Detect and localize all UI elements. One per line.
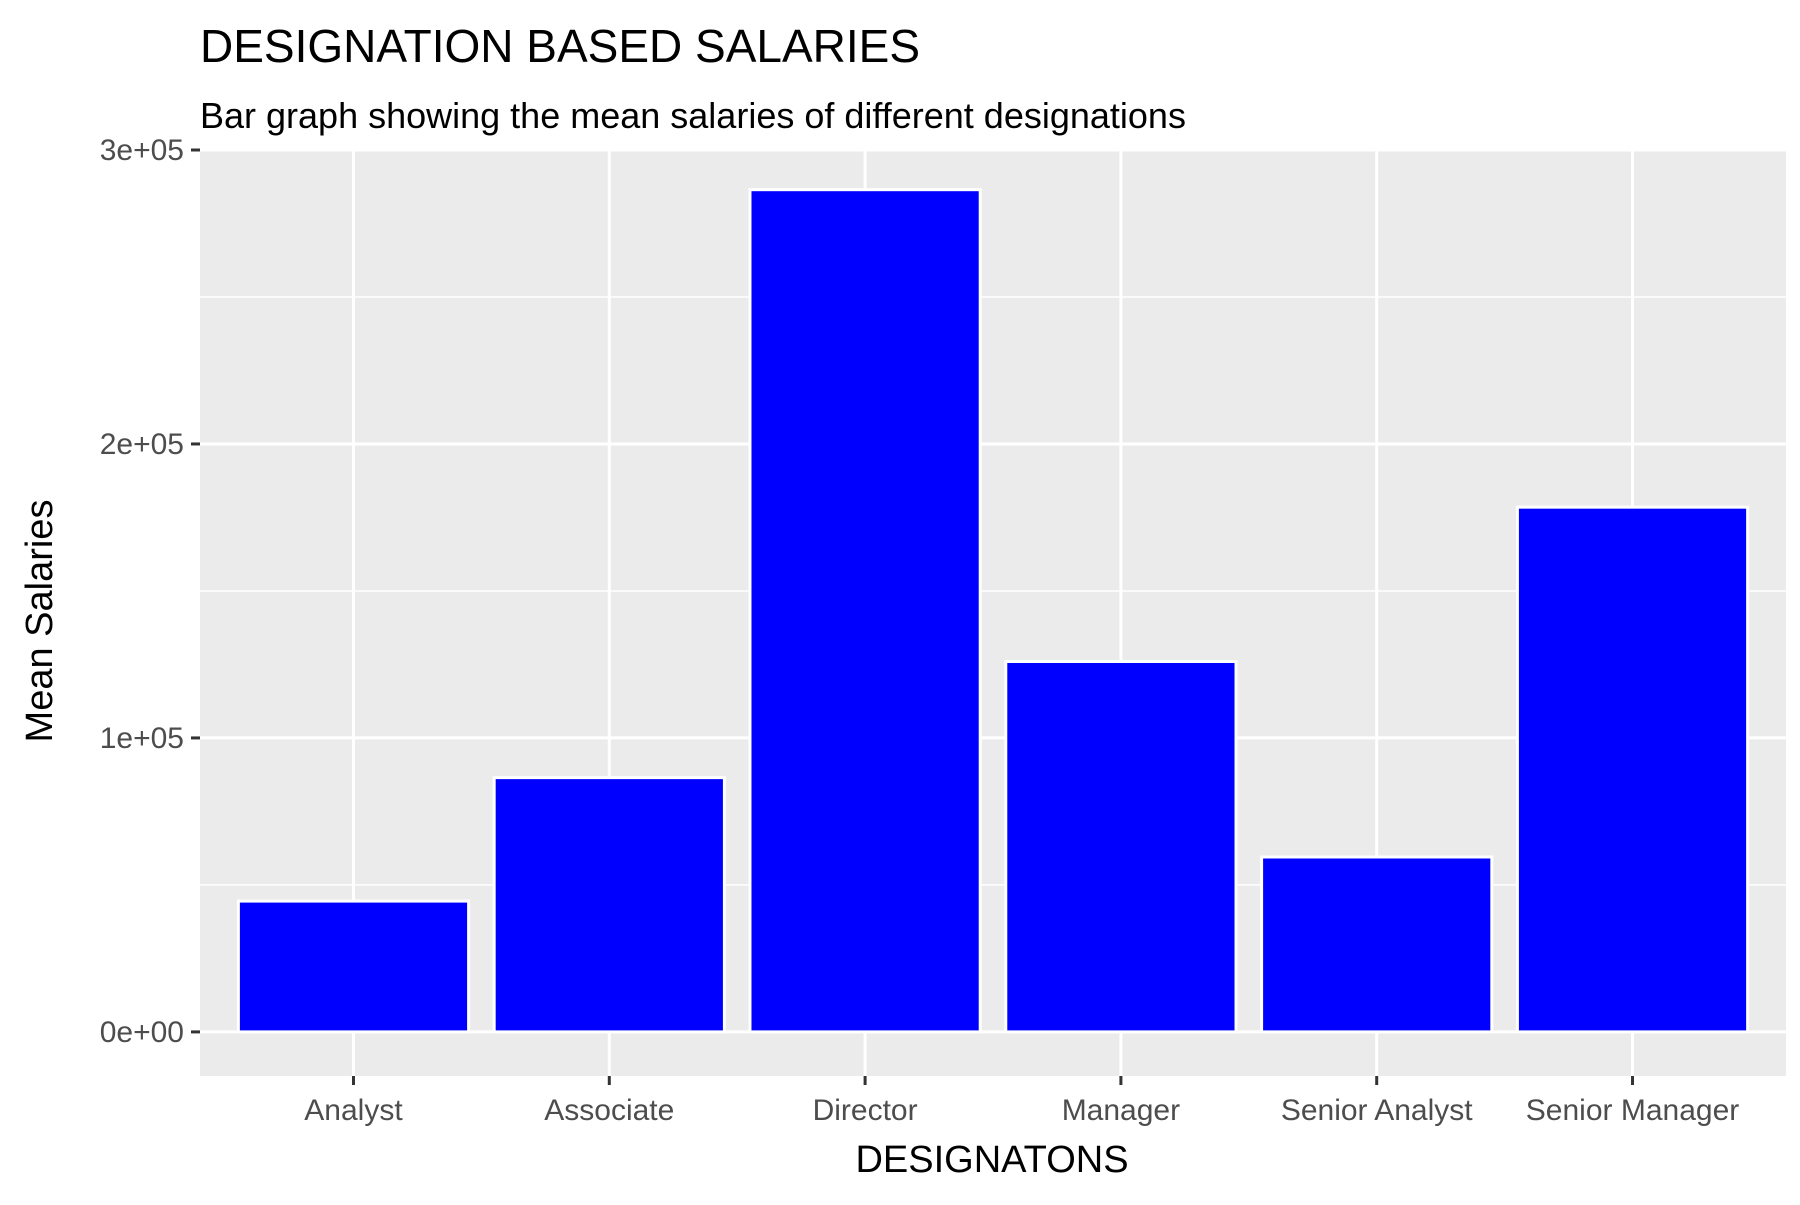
- y-tick-label: 1e+05: [100, 722, 184, 755]
- bar-director: [748, 188, 982, 1034]
- x-tick-label: Director: [813, 1094, 918, 1127]
- chart-subtitle: Bar graph showing the mean salaries of d…: [200, 95, 1186, 136]
- x-tick-label: Senior Analyst: [1281, 1094, 1473, 1127]
- x-tick-label: Manager: [1062, 1094, 1180, 1127]
- bars: [236, 188, 1750, 1034]
- bar-associate: [492, 776, 726, 1034]
- bar-analyst: [236, 899, 471, 1034]
- y-axis-title: Mean Salaries: [19, 500, 61, 743]
- x-axis-title: DESIGNATONS: [855, 1139, 1128, 1181]
- y-tick-label: 2e+05: [100, 428, 184, 461]
- chart-title: DESIGNATION BASED SALARIES: [200, 20, 920, 72]
- bar-senior-manager: [1515, 505, 1750, 1034]
- x-axis: Analyst Associate Director Manager Senior An…: [304, 1076, 1739, 1127]
- y-axis: 0e+00 1e+05 2e+05 3e+05: [100, 134, 200, 1049]
- y-tick-label: 0e+00: [100, 1016, 184, 1049]
- x-tick-label: Associate: [544, 1094, 674, 1127]
- bar-manager: [1004, 660, 1238, 1034]
- x-tick-label: Analyst: [304, 1094, 403, 1127]
- y-tick-label: 3e+05: [100, 134, 184, 167]
- bar-senior-analyst: [1260, 855, 1494, 1034]
- x-tick-label: Senior Manager: [1526, 1094, 1739, 1127]
